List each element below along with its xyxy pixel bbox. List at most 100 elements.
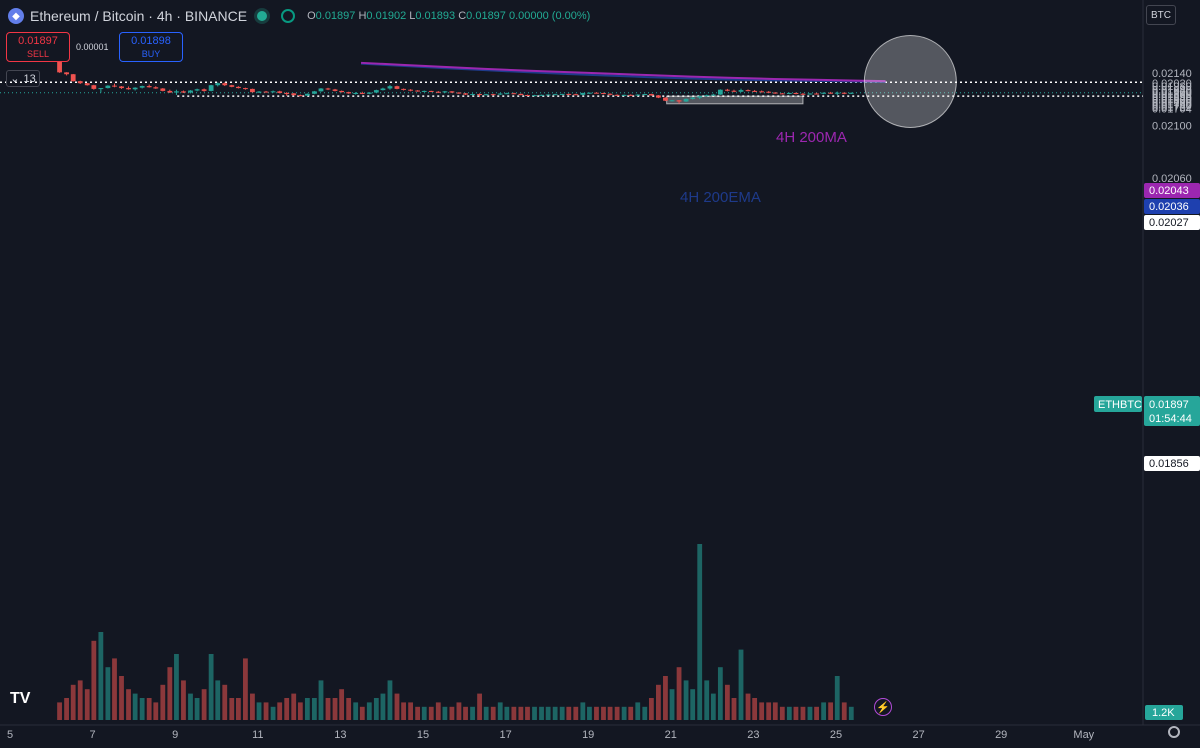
x-tick-label: 7: [90, 729, 96, 741]
y-tick-label: 0.01940: [1152, 84, 1192, 96]
candle-body: [359, 92, 365, 94]
volume-bar: [800, 706, 806, 720]
volume-bar: [181, 680, 186, 720]
candle-body: [456, 92, 462, 94]
volume-label: 1.2K: [1152, 707, 1175, 719]
candle-body: [607, 93, 613, 95]
lightning-icon[interactable]: ⚡: [874, 698, 892, 716]
candle-body: [504, 93, 510, 95]
candle-body: [366, 92, 372, 94]
volume-bar: [587, 706, 592, 720]
symbol-title[interactable]: Ethereum / Bitcoin · 4h · BINANCE: [30, 8, 248, 24]
currency-button[interactable]: BTC: [1146, 5, 1176, 25]
countdown-text: 01:54:44: [1149, 413, 1192, 425]
candle-body: [676, 100, 682, 102]
volume-bar: [607, 706, 613, 720]
candle-body: [628, 94, 634, 96]
volume-bar: [297, 702, 303, 720]
candle-body: [642, 94, 648, 96]
sell-button[interactable]: 0.01897 SELL: [6, 32, 70, 62]
volume-bar: [580, 702, 586, 720]
target-zone-circle[interactable]: [863, 34, 957, 128]
gear-icon[interactable]: [1168, 726, 1180, 738]
candle-body: [601, 93, 606, 95]
y-tick-label: 0.02140: [1152, 68, 1192, 80]
buy-price: 0.01898: [131, 35, 171, 47]
candle-body: [669, 100, 675, 102]
x-tick-label: 23: [747, 729, 759, 741]
volume-bar: [710, 693, 716, 720]
candle-body: [587, 92, 592, 94]
volume-bar: [752, 698, 758, 720]
ohlc-readout: O0.01897 H0.01902 L0.01893 C0.01897 0.00…: [307, 10, 591, 22]
chart-header: ◆ Ethereum / Bitcoin · 4h · BINANCE O0.0…: [0, 0, 590, 32]
volume-bar: [250, 693, 255, 720]
volume-bar: [683, 680, 689, 720]
candle-body: [800, 93, 806, 95]
volume-bar: [834, 676, 840, 720]
candle-body: [594, 92, 599, 94]
candle-body: [394, 86, 400, 89]
volume-bar: [132, 693, 138, 720]
candle-body: [270, 91, 276, 93]
candle-body: [256, 91, 262, 93]
volume-bar: [511, 706, 517, 720]
volume-bar: [477, 693, 482, 720]
volume-bar: [126, 689, 131, 720]
volume-bar: [277, 702, 283, 720]
candle-body: [511, 93, 517, 95]
volume-bar: [188, 693, 193, 720]
visibility-eye-icon[interactable]: [281, 9, 296, 23]
y-tick-label: 0.01840: [1152, 92, 1192, 104]
candle-body: [181, 91, 186, 93]
ema-200-line[interactable]: [360, 62, 886, 83]
candle-body: [449, 91, 455, 93]
volume-bar: [504, 706, 510, 720]
candle-body: [346, 92, 352, 94]
candle-body: [828, 92, 834, 94]
candle-body: [539, 94, 544, 96]
x-tick-label: 13: [334, 729, 346, 741]
candle-body: [332, 89, 338, 91]
volume-bar: [490, 706, 496, 720]
price-label-box: [1144, 215, 1200, 230]
volume-bar: [518, 706, 524, 720]
volume-bar: [614, 706, 620, 720]
buy-button[interactable]: 0.01898 BUY: [119, 32, 183, 62]
candle-body: [139, 86, 145, 88]
candle-body: [339, 90, 345, 93]
current-price-box: [1144, 396, 1200, 426]
volume-bar: [235, 698, 241, 720]
market-status-icon[interactable]: [257, 11, 268, 21]
volume-bar: [373, 698, 379, 720]
buy-label: BUY: [141, 49, 161, 59]
candle-body: [435, 91, 441, 93]
x-tick-label: 29: [995, 729, 1007, 741]
candle-body: [277, 91, 283, 93]
volume-bar: [428, 706, 434, 720]
volume-bar: [318, 680, 324, 720]
volume-bar: [807, 706, 813, 720]
volume-bar: [697, 544, 703, 720]
candle-body: [821, 92, 827, 94]
ma-200-line[interactable]: [361, 61, 886, 83]
candle-body: [146, 86, 152, 88]
spread-value: 0.00001: [76, 42, 109, 52]
volume-bar: [669, 689, 675, 720]
volume-bar: [366, 702, 372, 720]
candle-body: [91, 85, 97, 89]
candle-body: [126, 88, 131, 90]
candle-body: [710, 94, 716, 96]
indicators-toggle[interactable]: ⌄ 13: [6, 70, 40, 87]
candle-body: [580, 92, 586, 95]
candle-body: [229, 85, 235, 87]
y-tick-label: 0.01900: [1152, 88, 1192, 100]
candle-body: [759, 91, 765, 93]
candle-body: [559, 93, 565, 95]
candle-body: [738, 90, 744, 92]
y-tick-label: 0.01920: [1152, 86, 1192, 98]
candle-body: [752, 90, 758, 92]
volume-bar: [814, 706, 819, 720]
candle-body: [132, 87, 138, 90]
